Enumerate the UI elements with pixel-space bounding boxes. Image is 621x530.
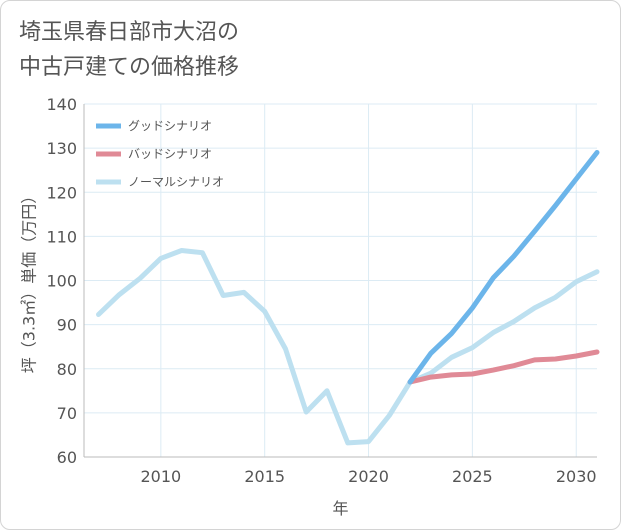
y-tick-label: 90 <box>57 316 77 335</box>
series-line-2 <box>96 248 600 446</box>
x-tick-label: 2015 <box>244 467 285 486</box>
legend-label: グッドシナリオ <box>128 119 212 133</box>
x-tick-label: 2030 <box>556 467 597 486</box>
legend-label: ノーマルシナリオ <box>128 175 224 189</box>
y-tick-label: 60 <box>57 448 77 467</box>
y-tick-label: 100 <box>46 272 77 291</box>
x-tick-label: 2010 <box>140 467 181 486</box>
x-tick-label: 2020 <box>348 467 389 486</box>
y-axis-label: 坪（3.3㎡）単価（万円） <box>20 188 39 373</box>
series-line-0 <box>407 150 600 385</box>
y-tick-label: 80 <box>57 360 77 379</box>
series <box>96 150 600 446</box>
y-tick-label: 120 <box>46 183 77 202</box>
chart-title-line-2: 中古戸建ての価格推移 <box>19 55 240 80</box>
legend-label: バッドシナリオ <box>128 147 212 161</box>
axes: 60 70 80 90 100 110 120 130 140 2010 2015 2020 2025 2… <box>46 95 597 486</box>
y-tick-label: 140 <box>46 95 77 114</box>
x-axis-label: 年 <box>332 499 348 518</box>
chart-title-line-1: 埼玉県春日部市大沼の <box>19 20 240 45</box>
series-line-1 <box>407 349 600 385</box>
y-tick-label: 130 <box>46 139 77 158</box>
x-tick-label: 2025 <box>452 467 493 486</box>
y-tick-label: 110 <box>46 227 77 246</box>
y-tick-label: 70 <box>57 404 77 423</box>
chart-title: 埼玉県春日部市大沼の 中古戸建ての価格推移 <box>19 15 609 85</box>
